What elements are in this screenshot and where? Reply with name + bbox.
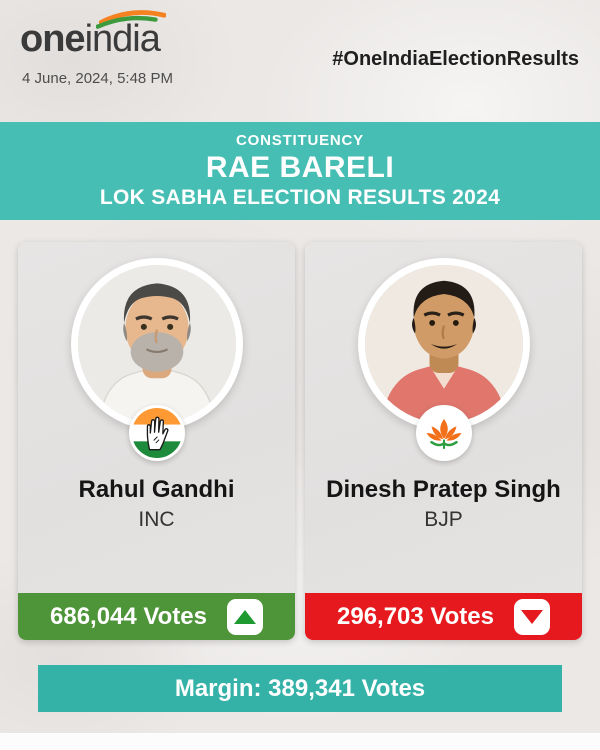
banner-subtitle: LOK SABHA ELECTION RESULTS 2024 [99, 186, 501, 209]
trend-chip [514, 598, 550, 635]
up-arrow-icon [234, 609, 256, 624]
oneindia-logo: oneindia [20, 10, 166, 61]
candidate-party: INC [138, 508, 175, 531]
rahul-gandhi-portrait [77, 265, 236, 423]
candidate-party: BJP [424, 508, 463, 531]
tricolor-swoosh-icon [96, 10, 166, 29]
vote-bar-bjp: 296,703 Votes [305, 593, 582, 640]
trend-chip [227, 598, 263, 635]
vote-count: 296,703 Votes [337, 602, 494, 630]
inc-hand-symbol-icon [128, 405, 185, 461]
candidate-name: Dinesh Pratep Singh [326, 476, 561, 503]
candidate-name: Rahul Gandhi [78, 476, 235, 503]
constituency-banner: CONSTITUENCY RAE BARELI LOK SABHA ELECTI… [0, 122, 600, 220]
candidate-card-inc: Rahul Gandhi INC 686,044 Votes [18, 242, 295, 640]
banner-label: CONSTITUENCY [236, 132, 364, 149]
bjp-lotus-badge [418, 408, 469, 458]
dinesh-pratep-singh-portrait [364, 265, 523, 423]
logo-text-one: one [20, 18, 86, 60]
inc-flag-badge [131, 408, 182, 458]
vote-count: 686,044 Votes [50, 602, 207, 630]
down-arrow-icon [521, 609, 543, 624]
vote-bar-inc: 686,044 Votes [18, 593, 295, 640]
bjp-lotus-symbol-icon [415, 405, 472, 461]
hashtag: #OneIndiaElectionResults [332, 48, 579, 70]
bottom-white-strip [0, 733, 600, 750]
timestamp: 4 June, 2024, 5:48 PM [22, 70, 173, 87]
margin-bar: Margin: 389,341 Votes [38, 665, 562, 712]
header: oneindia 4 June, 2024, 5:48 PM #OneIndia… [0, 0, 600, 122]
margin-label: Margin: 389,341 Votes [174, 674, 426, 702]
candidate-card-bjp: Dinesh Pratep Singh BJP 296,703 Votes [305, 242, 582, 640]
constituency-name: RAE BARELI [205, 151, 395, 184]
